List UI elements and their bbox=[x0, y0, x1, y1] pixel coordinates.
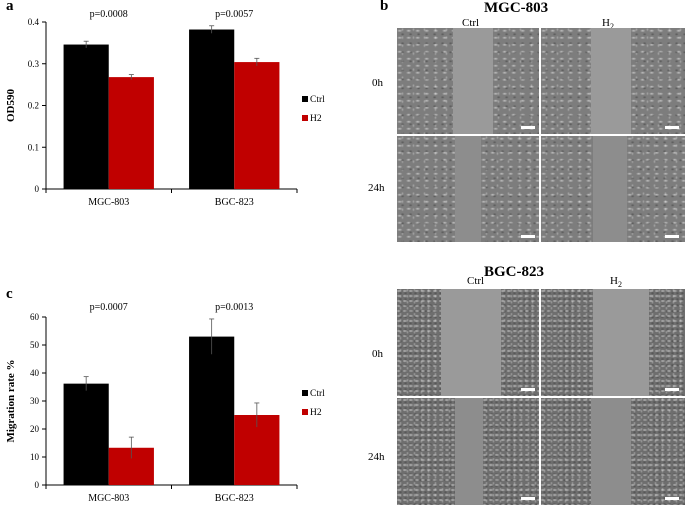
micrograph-grid-mgc803 bbox=[397, 28, 685, 242]
y-tick-label: 0.2 bbox=[28, 101, 39, 111]
y-tick-label: 0 bbox=[35, 480, 40, 490]
row-label-0h: 0h bbox=[372, 348, 383, 360]
y-tick-label: 10 bbox=[30, 452, 40, 462]
micrograph-grid-bgc823 bbox=[397, 289, 685, 505]
p-value-annotation: p=0.0057 bbox=[215, 9, 253, 20]
bar bbox=[234, 62, 280, 189]
p-value-annotation: p=0.0007 bbox=[90, 302, 128, 313]
y-tick-label: 40 bbox=[30, 368, 40, 378]
y-tick-label: 0.3 bbox=[28, 59, 40, 69]
p-value-annotation: p=0.0008 bbox=[90, 9, 128, 20]
col-header-ctrl: Ctrl bbox=[467, 275, 485, 287]
y-tick-label: 20 bbox=[30, 424, 40, 434]
y-tick-label: 50 bbox=[30, 340, 40, 350]
y-tick-label: 0.1 bbox=[28, 142, 39, 152]
y-axis-label: OD590 bbox=[5, 89, 17, 123]
bar bbox=[108, 77, 154, 189]
x-tick-label: BGC-823 bbox=[215, 493, 254, 504]
scale-bar bbox=[521, 235, 535, 238]
col-header-h2: H2 bbox=[602, 17, 614, 32]
y-tick-label: 30 bbox=[30, 396, 40, 406]
scale-bar bbox=[521, 388, 535, 391]
panel-label-b: b bbox=[380, 0, 389, 14]
legend-swatch bbox=[302, 115, 308, 121]
col-header-h2: H2 bbox=[610, 275, 622, 290]
legend-label: Ctrl bbox=[310, 95, 325, 105]
legend-label: H2 bbox=[310, 408, 322, 418]
legend-label: H2 bbox=[310, 114, 322, 124]
legend-swatch bbox=[302, 390, 308, 396]
row-label-24h: 24h bbox=[368, 451, 385, 463]
bar bbox=[63, 383, 109, 485]
chart-c: 0 10 20 30 40 50 60 Migration rate % MGC-803 p=0.… bbox=[5, 302, 325, 504]
scale-bar bbox=[665, 497, 679, 500]
y-tick-label: 0.4 bbox=[28, 17, 40, 27]
legend-swatch bbox=[302, 409, 308, 415]
scale-bar bbox=[665, 388, 679, 391]
x-tick-label: MGC-803 bbox=[88, 197, 129, 208]
scale-bar bbox=[665, 126, 679, 129]
y-axis-label: Migration rate % bbox=[5, 359, 17, 442]
legend-label: Ctrl bbox=[310, 389, 325, 399]
legend-swatch bbox=[302, 96, 308, 102]
panel-label-c: c bbox=[6, 286, 13, 302]
row-label-0h: 0h bbox=[372, 77, 383, 89]
scale-bar bbox=[521, 126, 535, 129]
bar bbox=[189, 336, 235, 485]
panel-label-a: a bbox=[6, 0, 14, 14]
chart-a: 0 0.1 0.2 0.3 0.4 OD590 MGC-803 p=0.0008 BGC-823… bbox=[5, 9, 325, 208]
p-value-annotation: p=0.0013 bbox=[215, 302, 253, 313]
row-label-24h: 24h bbox=[368, 182, 385, 194]
y-tick-label: 0 bbox=[35, 184, 40, 194]
col-header-ctrl: Ctrl bbox=[462, 17, 480, 29]
x-tick-label: MGC-803 bbox=[88, 493, 129, 504]
scale-bar bbox=[665, 235, 679, 238]
x-tick-label: BGC-823 bbox=[215, 197, 254, 208]
bar bbox=[63, 44, 109, 189]
y-tick-label: 60 bbox=[30, 312, 40, 322]
bar bbox=[189, 29, 235, 189]
scale-bar bbox=[521, 497, 535, 500]
micro-title-mgc803: MGC-803 bbox=[484, 0, 549, 16]
micro-title-bgc823: BGC-823 bbox=[484, 264, 544, 280]
